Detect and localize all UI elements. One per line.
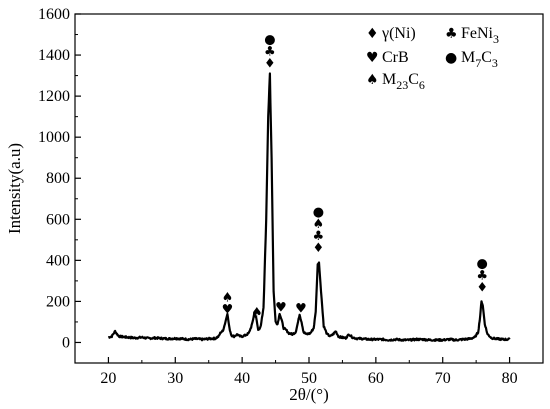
y-tick-label: 0 xyxy=(62,334,70,351)
legend-label-part: FeNi xyxy=(461,25,494,42)
y-tick-label: 1000 xyxy=(38,129,70,146)
peak-marker-symbol: ♥ xyxy=(222,302,234,317)
peak-marker-symbol: ● xyxy=(313,205,324,220)
x-axis-title: 2θ/(°) xyxy=(289,385,329,404)
x-tick-label: 30 xyxy=(167,370,183,387)
legend-symbol: ● xyxy=(445,50,457,66)
peak-marker-symbol: ♠ xyxy=(251,306,263,321)
y-tick-label: 800 xyxy=(46,170,70,187)
plot-frame xyxy=(74,13,544,364)
legend-label-part: 6 xyxy=(419,78,425,92)
peak-marker-symbol: ♣ xyxy=(264,45,276,60)
peak-marker-symbol: ♠ xyxy=(313,217,325,232)
y-axis: 0 200 400 600 800 1000 1200 1400 1600 xyxy=(38,6,81,351)
legend-label: γ(Ni) xyxy=(381,25,416,42)
peak-markers: ♠♥ ♠●♣♦♥ ♥●♠♣♦●♣♦ xyxy=(222,33,488,321)
legend-label-part: CrB xyxy=(382,49,409,66)
legend-symbol: ♦ xyxy=(366,26,379,42)
peak-marker-symbol: ♦ xyxy=(476,280,488,295)
legend-label-part: 23 xyxy=(396,78,408,92)
x-tick-label: 80 xyxy=(502,370,518,387)
legend-label-part: 3 xyxy=(492,56,498,70)
y-tick-label: 200 xyxy=(46,293,70,310)
x-tick-label: 50 xyxy=(301,370,317,387)
legend-symbol: ♠ xyxy=(366,72,379,88)
peak-marker-symbol: ♣ xyxy=(313,229,325,244)
legend: ♦ γ(Ni) ♣ FeNi3♥ CrB ● M7C3♠ M23C6 xyxy=(366,25,499,92)
y-tick-label: 400 xyxy=(46,252,70,269)
plot-border xyxy=(74,13,544,364)
legend-label: CrB xyxy=(382,49,409,66)
peak-marker-symbol: ● xyxy=(476,256,487,271)
y-tick-label: 600 xyxy=(46,211,70,228)
legend-label-part: γ(Ni) xyxy=(381,25,416,42)
x-tick-label: 40 xyxy=(234,370,250,387)
legend-symbol: ♣ xyxy=(445,26,458,42)
peak-marker-symbol: ♠ xyxy=(222,290,234,305)
x-tick-label: 20 xyxy=(100,370,116,387)
legend-label-part: 3 xyxy=(493,32,499,46)
peak-marker-symbol: ♥ xyxy=(295,302,307,317)
legend-label-part: C xyxy=(481,49,492,66)
y-tick-label: 1400 xyxy=(38,47,70,64)
y-axis-title: Intensity(a.u) xyxy=(5,143,24,234)
legend-label: M23C6 xyxy=(382,71,425,92)
peak-marker-symbol: ♥ xyxy=(275,301,287,316)
peak-marker-symbol: ♣ xyxy=(476,268,488,283)
series-line-0 xyxy=(107,72,511,342)
x-tick-label: 60 xyxy=(368,370,384,387)
legend-label-part: M xyxy=(382,71,396,88)
series-layer xyxy=(107,72,511,342)
x-axis: 20 30 40 50 60 70 80 xyxy=(100,357,518,387)
peak-marker-symbol: ♦ xyxy=(264,57,276,72)
peak-marker-symbol: ● xyxy=(264,33,275,48)
legend-symbol: ♥ xyxy=(366,50,379,66)
legend-label: FeNi3 xyxy=(461,25,499,46)
legend-label-part: C xyxy=(408,71,419,88)
y-tick-label: 1600 xyxy=(38,6,70,23)
legend-label-part: 7 xyxy=(475,56,481,70)
legend-label: M7C3 xyxy=(461,49,498,70)
x-tick-label: 70 xyxy=(435,370,451,387)
legend-label-part: M xyxy=(461,49,475,66)
peak-marker-symbol: ♦ xyxy=(313,241,325,256)
y-tick-label: 1200 xyxy=(38,88,70,105)
